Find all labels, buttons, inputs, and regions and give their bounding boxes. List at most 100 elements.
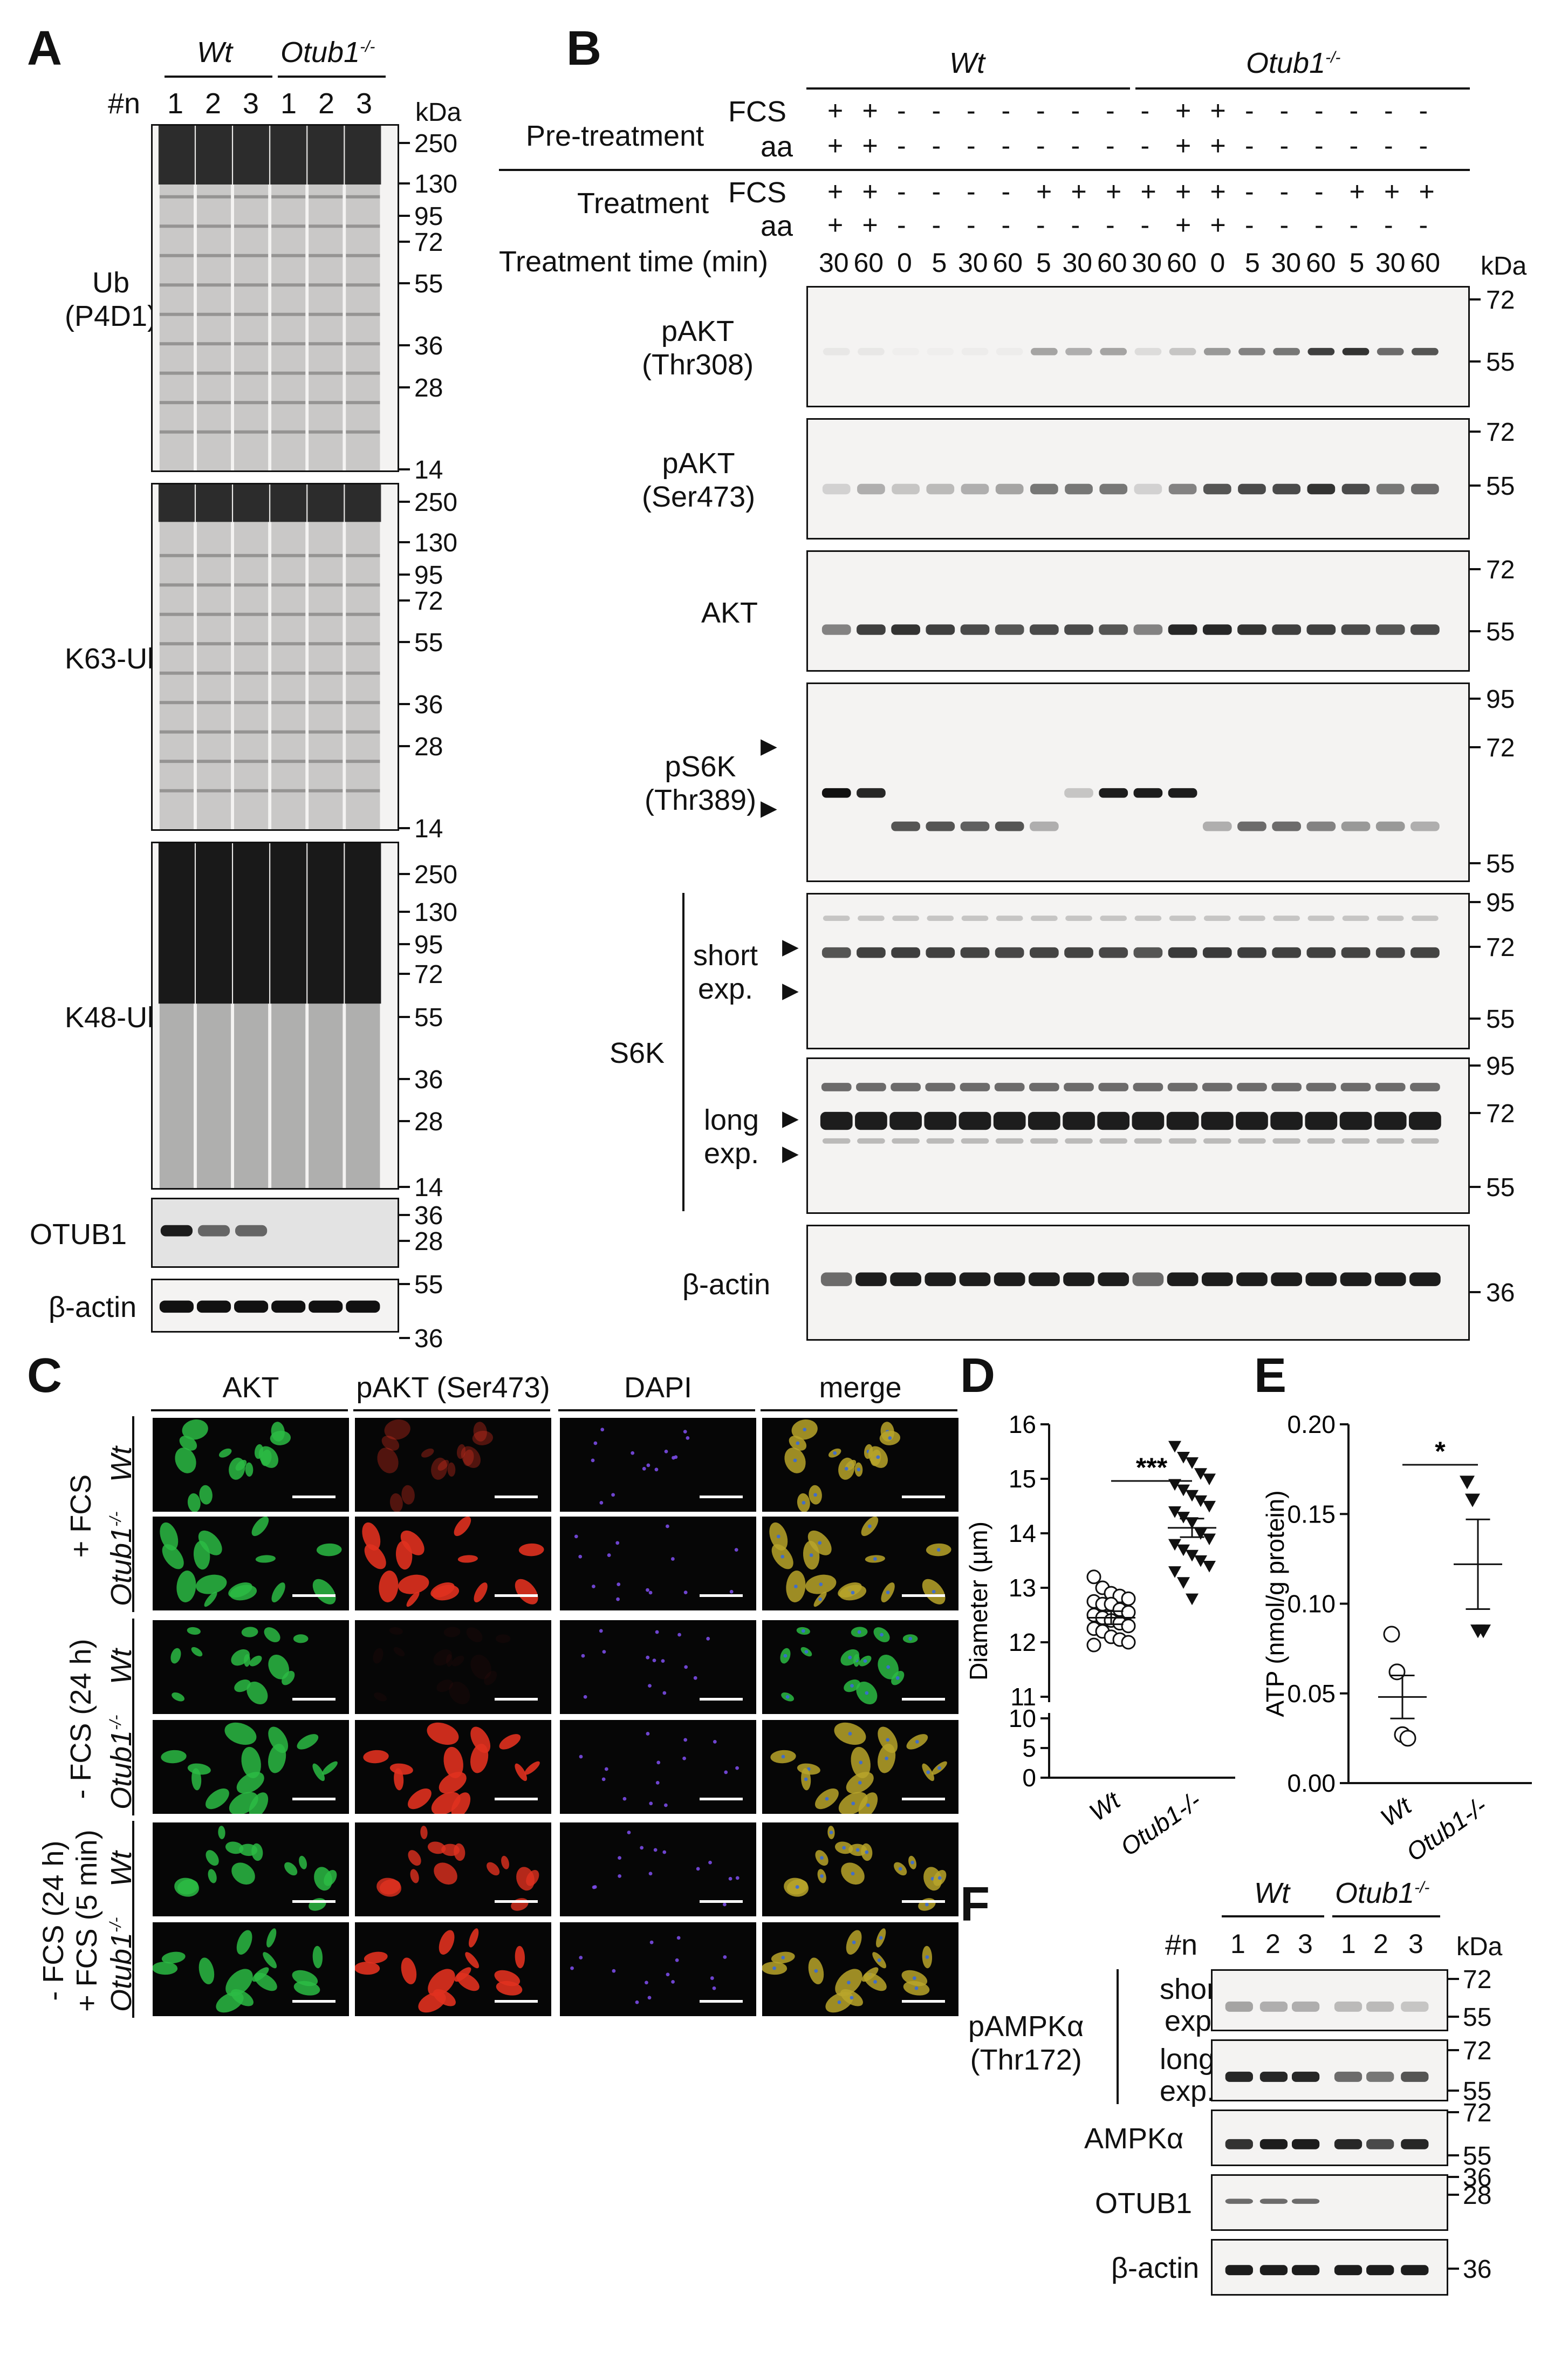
panel-b-pre_aa-1: +	[827, 131, 844, 161]
panel-f-blot-label-3: AMPKα	[1084, 2122, 1184, 2155]
panel-b-treat_aa-8: -	[1071, 210, 1080, 240]
panel-b-treat_fcs-1: +	[827, 176, 844, 207]
y-axis-label: Diameter (µm)	[964, 1521, 992, 1681]
panel-a-tick	[399, 215, 410, 217]
band-arrowhead-icon: ▶	[782, 1107, 799, 1130]
axis-break	[1043, 1702, 1056, 1713]
pretreatment-label: Pre-treatment	[526, 120, 704, 152]
panel-a-tick	[399, 1120, 410, 1122]
scale-bar	[292, 1496, 335, 1498]
scale-bar	[902, 1798, 945, 1800]
panel-b-marker: 95	[1486, 685, 1515, 714]
panel-b-times-17: 30	[1375, 248, 1406, 278]
panel-f-lane-6: 3	[1408, 1929, 1423, 1959]
scale-bar	[495, 1900, 538, 1903]
micrograph-6-4	[761, 1921, 960, 2018]
data-point-Wt	[1121, 1635, 1136, 1650]
panel-b-pre_fcs-10: -	[1140, 95, 1150, 126]
scale-bar	[902, 1900, 945, 1903]
panel-b-marker: 72	[1486, 418, 1515, 447]
panel-b-pre_aa-12: +	[1210, 131, 1226, 161]
panel-b-treat_fcs-18: +	[1419, 176, 1435, 207]
data-point-Otub1-/-	[1177, 1484, 1190, 1497]
panel-a-tick	[399, 344, 410, 346]
panel-a-marker: 55	[414, 1271, 443, 1299]
panel-b-treat_fcs-12: +	[1210, 176, 1226, 207]
scale-bar	[292, 1698, 335, 1701]
panel-b-kda: kDa	[1481, 252, 1527, 281]
significance-label: ***	[1136, 1452, 1168, 1483]
data-point-Otub1-/-	[1476, 1624, 1491, 1638]
panel-f-marker: 28	[1463, 2181, 1492, 2210]
panel-f-lane-1: 1	[1230, 1929, 1245, 1959]
panel-b-pre_aa-17: -	[1384, 131, 1393, 161]
panel-a-marker: 250	[414, 861, 458, 889]
panel-b-treat_aa-17: -	[1384, 210, 1393, 240]
panel-b-blot-label-1: pAKT (Thr308)	[642, 315, 754, 381]
panel-b-treat_aa-12: +	[1210, 210, 1226, 240]
panel-c-col-underline	[761, 1409, 957, 1411]
panel-b-tick	[1470, 1291, 1481, 1293]
panel-c-condition-label-3: - FCS (24 h) + FCS (5 min)	[37, 1829, 103, 2012]
panel-b-tick	[1470, 862, 1481, 864]
panel-a-tick	[399, 182, 410, 185]
data-point-Otub1-/-	[1168, 1539, 1181, 1551]
pre-aa-label: aa	[761, 131, 793, 163]
micrograph-2-4	[761, 1515, 960, 1612]
panel-a-blot-3	[151, 842, 399, 1190]
panel-b-letter: B	[566, 22, 601, 76]
panel-b-pre_aa-5: -	[967, 131, 976, 161]
row-genotype-sup: -/-	[107, 1715, 125, 1730]
panel-e-chart: 0.00 0.05 0.10 0.15 0.20 ATP (nmol/g protein)…	[1261, 1410, 1532, 1867]
panel-b-pre_fcs-7: -	[1036, 95, 1045, 126]
panel-b-treat_aa-14: -	[1279, 210, 1289, 240]
panel-b-treat_fcs-11: +	[1175, 176, 1192, 207]
panel-f-marker: 55	[1463, 2077, 1492, 2106]
data-point-Otub1-/-	[1203, 1533, 1216, 1546]
panel-a-blot-label-3: K48-Ub	[65, 1001, 164, 1034]
data-point-Otub1-/-	[1194, 1495, 1207, 1507]
panel-a-letter: A	[27, 22, 62, 76]
x-category-label: Otub1-/-	[1401, 1792, 1492, 1867]
pre-fcs-label: FCS	[728, 95, 786, 128]
data-point-Otub1-/-	[1186, 1593, 1199, 1606]
panel-a-lane-4: 1	[280, 87, 297, 120]
panel-b-pre_aa-15: -	[1314, 131, 1324, 161]
panel-a-marker: 14	[414, 1173, 443, 1202]
data-point-Otub1-/-	[1203, 1561, 1216, 1573]
panel-b-tick	[1470, 630, 1481, 632]
micrograph-5-1	[151, 1821, 351, 1918]
panel-b-tick	[1470, 746, 1481, 748]
panel-a-blot-4	[151, 1198, 399, 1268]
panel-b-marker: 72	[1486, 933, 1515, 962]
panel-a-tick	[399, 1240, 410, 1242]
data-point-Otub1-/-	[1177, 1452, 1190, 1464]
panel-b-times-2: 60	[853, 248, 884, 278]
data-point-Otub1-/-	[1460, 1476, 1475, 1490]
panel-a-lane-5: 2	[318, 87, 335, 120]
y-axis-label: ATP (nmol/g protein)	[1261, 1490, 1289, 1717]
panel-b-treat_fcs-16: +	[1349, 176, 1365, 207]
data-point-Otub1-/-	[1186, 1457, 1199, 1469]
panel-b-ko-header: Otub1-/-	[1246, 47, 1341, 79]
y-tick-label: 0.00	[1287, 1769, 1336, 1797]
panel-f-blot-label-4: OTUB1	[1095, 2187, 1193, 2220]
panel-a-wt-underline	[165, 76, 272, 78]
panel-c-condition-bracket	[132, 1619, 134, 1815]
panel-a-tick	[399, 1078, 410, 1080]
data-point-Otub1-/-	[1203, 1500, 1216, 1513]
panel-b-pre_aa-7: -	[1036, 131, 1045, 161]
row-genotype-sup: -/-	[107, 1511, 125, 1527]
panel-b-blot-label-4: pS6K (Thr389)	[645, 750, 757, 817]
panel-b-pre_fcs-5: -	[967, 95, 976, 126]
panel-b-times-16: 5	[1349, 248, 1365, 278]
panel-a-lane-6: 3	[356, 87, 373, 120]
panel-a-marker: 14	[414, 456, 443, 484]
panel-b-tick	[1470, 484, 1481, 487]
panel-b-blot-label-5: short exp.	[693, 939, 758, 1006]
panel-b-marker: 55	[1486, 472, 1515, 501]
y-tick-label: 0.15	[1287, 1500, 1336, 1528]
panel-c-row-label-5: Wt	[105, 1826, 138, 1912]
panel-b-tick	[1470, 698, 1481, 700]
panel-f-marker: 72	[1463, 2099, 1492, 2127]
